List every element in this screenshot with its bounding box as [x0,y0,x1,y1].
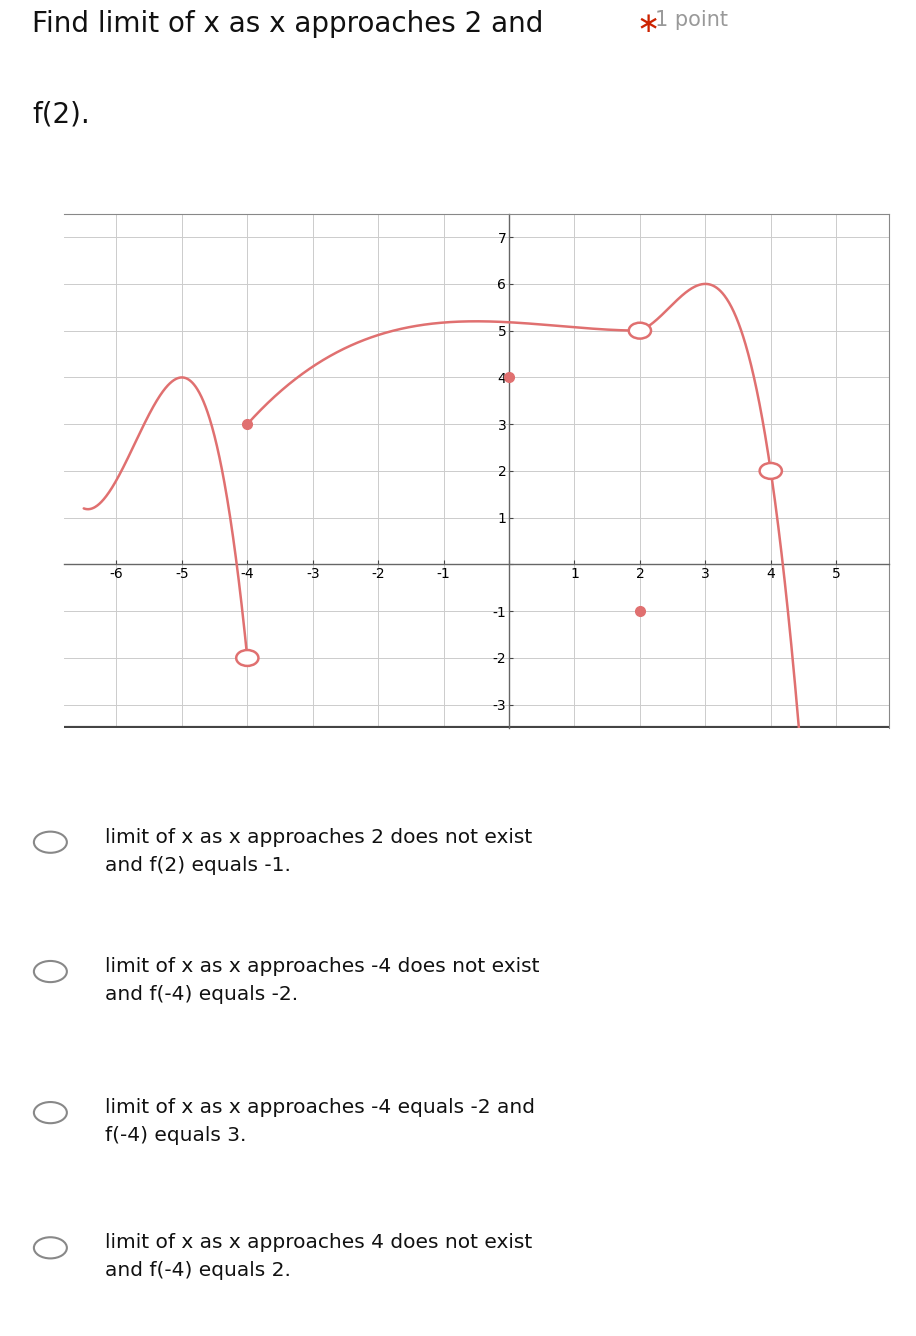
Circle shape [628,323,651,338]
Text: Find limit of x as x approaches 2 and: Find limit of x as x approaches 2 and [32,9,543,37]
Text: ∗: ∗ [637,9,660,37]
Text: limit of x as x approaches -4 does not exist
and f(-4) equals -2.: limit of x as x approaches -4 does not e… [105,957,540,1003]
Circle shape [759,464,782,478]
Text: f(2).: f(2). [32,100,90,128]
Text: limit of x as x approaches 2 does not exist
and f(2) equals -1.: limit of x as x approaches 2 does not ex… [105,827,532,875]
Text: limit of x as x approaches 4 does not exist
and f(-4) equals 2.: limit of x as x approaches 4 does not ex… [105,1233,532,1280]
Text: limit of x as x approaches -4 equals -2 and
f(-4) equals 3.: limit of x as x approaches -4 equals -2 … [105,1098,535,1145]
Circle shape [236,651,258,665]
Text: 1 point: 1 point [655,9,728,29]
